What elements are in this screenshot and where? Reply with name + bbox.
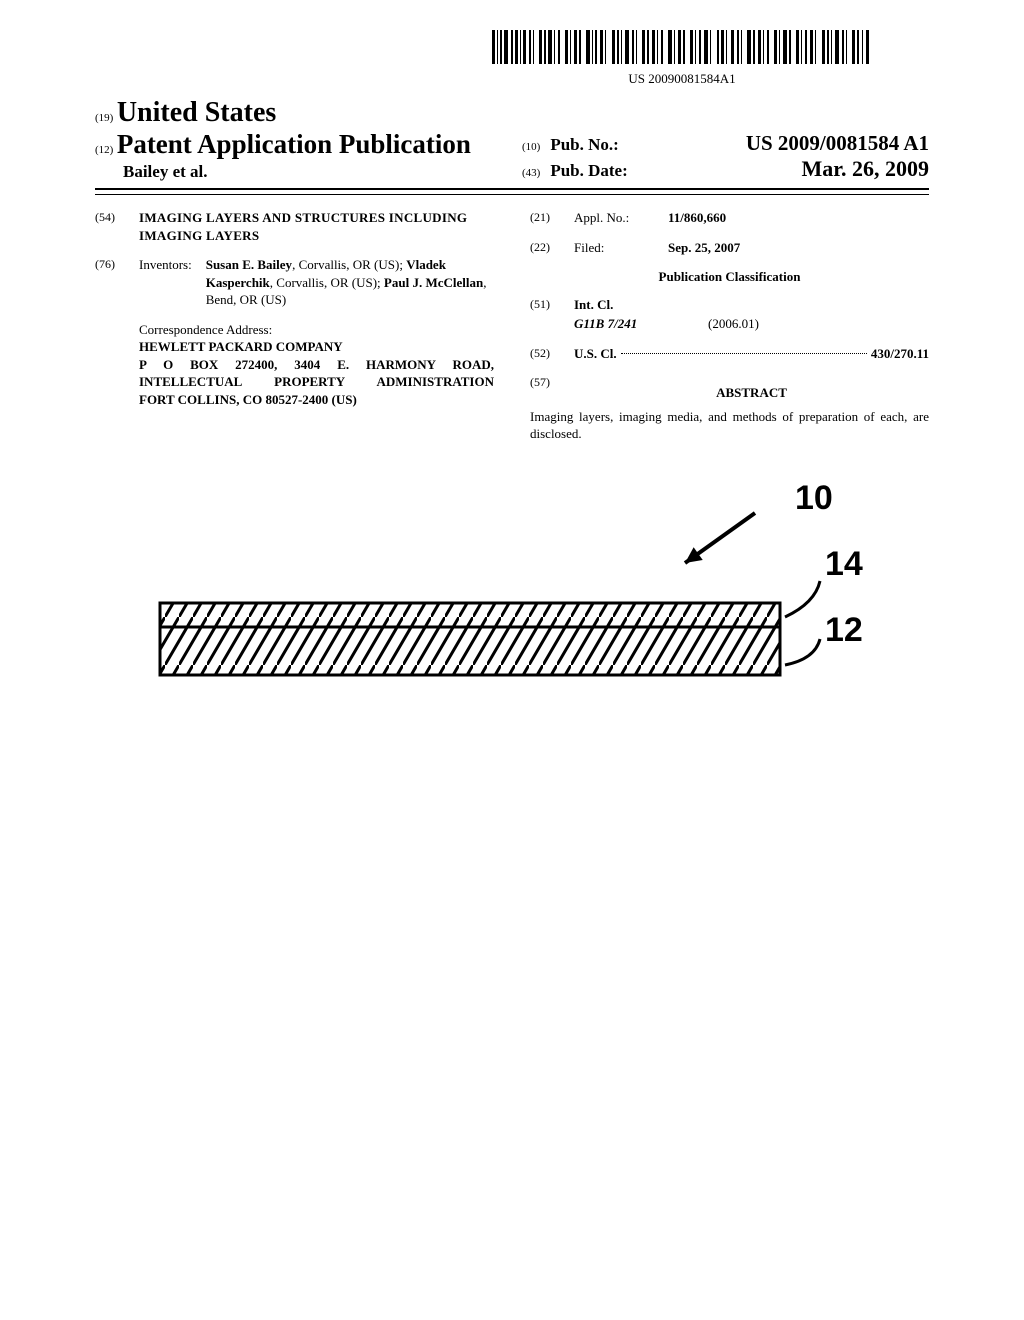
code-51: (51) [530, 296, 560, 314]
header-row: (19) United States (12) Patent Applicati… [95, 97, 929, 182]
correspondence-line-3: FORT COLLINS, CO 80527-2400 (US) [139, 391, 494, 409]
left-column: (54) IMAGING LAYERS AND STRUCTURES INCLU… [95, 209, 494, 443]
barcode-text: US 20090081584A1 [435, 71, 929, 87]
int-cl-code: G11B 7/241 [574, 315, 694, 333]
rule-thin [95, 194, 929, 195]
code-10: (10) [522, 141, 540, 153]
abstract-title: ABSTRACT [574, 384, 929, 402]
inventors-list: Susan E. Bailey, Corvallis, OR (US); Vla… [206, 256, 494, 309]
inventor-3-name: Paul J. McClellan [384, 275, 483, 290]
correspondence-line-1: HEWLETT PACKARD COMPANY [139, 338, 494, 356]
pub-date-value: Mar. 26, 2009 [801, 156, 929, 182]
publication-type: Patent Application Publication [117, 129, 471, 159]
pub-date-label: Pub. Date: [550, 161, 627, 181]
header-left: (19) United States (12) Patent Applicati… [95, 97, 502, 182]
svg-text:14: 14 [825, 545, 863, 583]
code-19: (19) [95, 112, 113, 124]
abstract-text: Imaging layers, imaging media, and metho… [530, 408, 929, 443]
barcode-graphic [492, 30, 872, 69]
code-12: (12) [95, 144, 113, 156]
code-76: (76) [95, 256, 125, 309]
spacer-51 [530, 315, 560, 333]
country: United States [117, 97, 276, 128]
inventor-1-name: Susan E. Bailey [206, 257, 292, 272]
barcode-region: US 20090081584A1 [435, 30, 929, 87]
filed-label: Filed: [574, 239, 654, 257]
pub-no-value: US 2009/0081584 A1 [746, 131, 929, 156]
authors-line: Bailey et al. [95, 162, 502, 182]
correspondence-block: Correspondence Address: HEWLETT PACKARD … [139, 321, 494, 409]
us-cl-row: U.S. Cl. 430/270.11 [574, 345, 929, 363]
svg-text:10: 10 [795, 479, 833, 517]
patent-page: US 20090081584A1 (19) United States (12)… [0, 0, 1024, 813]
us-cl-label: U.S. Cl. [574, 345, 617, 363]
code-57: (57) [530, 374, 560, 408]
pub-no-label: Pub. No.: [550, 135, 618, 155]
int-cl-date: (2006.01) [708, 315, 759, 333]
inventor-1-loc: , Corvallis, OR (US); [292, 257, 406, 272]
filed-value: Sep. 25, 2007 [668, 239, 740, 257]
inventor-2-loc: , Corvallis, OR (US); [270, 275, 384, 290]
code-43: (43) [522, 167, 540, 179]
right-column: (21) Appl. No.: 11/860,660 (22) Filed: S… [530, 209, 929, 443]
rule-thick [95, 188, 929, 190]
code-22: (22) [530, 239, 560, 257]
correspondence-line-2: P O BOX 272400, 3404 E. HARMONY ROAD, IN… [139, 356, 494, 391]
svg-text:12: 12 [825, 611, 863, 649]
int-cl-label: Int. Cl. [574, 296, 613, 314]
code-54: (54) [95, 209, 125, 244]
us-cl-value: 430/270.11 [871, 345, 929, 363]
code-21: (21) [530, 209, 560, 227]
title-54: IMAGING LAYERS AND STRUCTURES INCLUDING … [139, 209, 494, 244]
correspondence-label: Correspondence Address: [139, 321, 494, 339]
dotted-leader [621, 353, 867, 354]
appl-no-value: 11/860,660 [668, 209, 726, 227]
publication-classification-title: Publication Classification [530, 268, 929, 286]
figure-area: 10 14 12 [95, 473, 929, 773]
code-52: (52) [530, 345, 560, 363]
header-right: (10) Pub. No.: US 2009/0081584 A1 (43) P… [522, 101, 929, 182]
appl-no-label: Appl. No.: [574, 209, 654, 227]
figure-svg: 10 14 12 [95, 473, 929, 733]
bibliographic-columns: (54) IMAGING LAYERS AND STRUCTURES INCLU… [95, 209, 929, 443]
inventors-label: Inventors: [139, 256, 192, 309]
